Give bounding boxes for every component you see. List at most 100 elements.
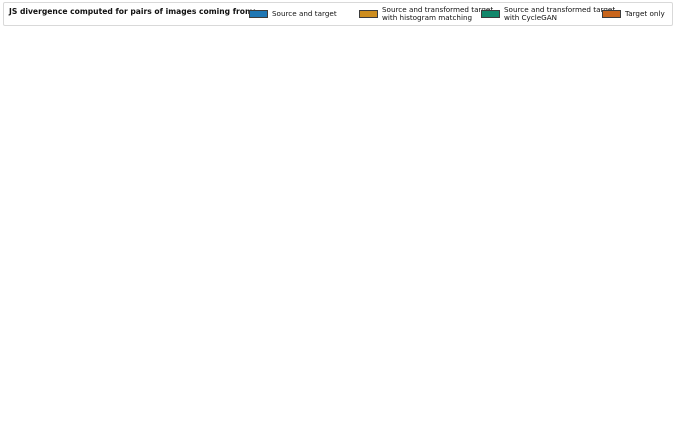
mean-marker: [263, 266, 272, 274]
mean-marker: [605, 85, 613, 93]
box-flair-0: [192, 40, 224, 90]
outlier-point: [607, 318, 612, 324]
outlier-point: [117, 111, 122, 116]
outlier-point: [57, 107, 62, 112]
legend-item-target-only: Target only: [602, 5, 675, 23]
mean-marker: [385, 335, 394, 343]
outlier-point: [575, 218, 580, 223]
box-iqr: [222, 357, 254, 373]
mean-marker: [115, 135, 123, 144]
outlier-point: [146, 116, 151, 121]
legend-label: Source and transformed target with histo…: [382, 5, 494, 22]
box-iqr: [404, 344, 438, 362]
box-iqr: [467, 140, 500, 150]
box-t1-0: [44, 107, 76, 153]
mean-marker: [115, 348, 123, 356]
outlier-point: [87, 207, 92, 213]
outlier-point: [638, 380, 643, 385]
panel-title: Source: Singapore - Target: Utrecht: [434, 31, 596, 42]
y-tick-label: 0.3: [16, 80, 27, 89]
box-flair-1: [561, 328, 594, 381]
outlier-point: [387, 203, 392, 208]
box-t1-3: [467, 358, 500, 406]
mean-marker: [542, 209, 551, 217]
box-flair-3: [281, 375, 313, 406]
outlier-point: [295, 380, 300, 385]
box-iqr: [624, 271, 657, 278]
box-iqr: [561, 239, 594, 251]
box-iqr: [103, 133, 135, 147]
y-tick-label: 0.3: [344, 212, 355, 221]
outlier-point: [450, 231, 455, 236]
plot-frame: [357, 297, 673, 409]
mean-marker: [56, 134, 64, 142]
outlier-point: [607, 324, 612, 329]
outlier-point: [387, 275, 392, 280]
mean-marker: [234, 97, 242, 105]
box-t1-1: [74, 108, 105, 153]
mean-marker: [293, 395, 301, 403]
box-t1-1: [74, 317, 105, 387]
mean-marker: [574, 241, 582, 249]
outlier-point: [638, 377, 643, 382]
mean-marker: [263, 74, 272, 83]
plot-frame: [357, 171, 673, 283]
box-flair-3: [624, 75, 657, 154]
box-t1-1: [404, 224, 438, 268]
outlier-point: [544, 43, 549, 48]
box-t1-2: [436, 111, 469, 154]
mean-marker: [234, 362, 242, 370]
outlier-point: [450, 235, 455, 240]
mean-marker: [385, 134, 394, 142]
outlier-point: [87, 195, 92, 200]
mean-marker: [417, 246, 425, 254]
outlier-point: [638, 258, 643, 263]
legend-title: JS divergence computed for pairs of imag…: [9, 7, 256, 16]
panel-2: 0.0 0.1 0.2 0.3 0.4 0.5 Source: Amsterdam - Ta…: [2, 160, 328, 284]
box-flair-2: [252, 45, 283, 99]
panel-title: Source: Utrecht - Target: Amsterdam: [431, 160, 600, 171]
y-tick-label: 0.5: [16, 170, 27, 179]
box-flair-1: [222, 222, 254, 270]
box-iqr: [192, 362, 224, 385]
outlier-point: [638, 385, 643, 390]
mean-marker: [605, 256, 613, 264]
outlier-point: [418, 109, 423, 114]
box-t1-0: [44, 309, 76, 390]
y-tick-label: 0.5: [344, 170, 355, 179]
mean-marker: [448, 367, 456, 375]
box-flair-1: [222, 337, 254, 386]
box-t1-2: [436, 340, 469, 401]
outlier-point: [295, 120, 300, 126]
y-tick-label: 0.2: [344, 103, 355, 112]
panel-4: 0.0 0.1 0.2 0.3 0.4 Source: Amsterdam - Targe…: [2, 286, 328, 421]
box-iqr: [373, 131, 406, 146]
panel-3: 0.0 0.1 0.2 0.3 0.4 0.5 Source: Utrecht - Targ…: [344, 160, 673, 284]
outlier-point: [235, 222, 240, 227]
box-t1-1: [404, 321, 438, 395]
outlier-point: [146, 114, 151, 119]
box-iqr: [74, 339, 105, 357]
outlier-point: [450, 114, 455, 119]
box-iqr: [561, 346, 594, 363]
mean-marker: [417, 349, 425, 357]
outlier-point: [387, 270, 392, 275]
outlier-point: [607, 56, 612, 62]
box-iqr: [530, 203, 563, 223]
outlier-point: [481, 231, 486, 236]
outlier-point: [638, 260, 643, 266]
legend-swatch: [249, 10, 268, 18]
outlier-point: [295, 132, 300, 137]
y-tick-label: 0.1: [16, 375, 27, 384]
mean-marker: [56, 233, 64, 242]
outlier-point: [638, 75, 643, 80]
legend-label: Source and transformed target with Cycle…: [504, 5, 616, 22]
outlier-point: [265, 45, 270, 50]
y-tick-label: 0.3: [16, 212, 27, 221]
outlier-point: [450, 116, 455, 121]
outlier-point: [387, 385, 392, 390]
box-flair-0: [192, 339, 224, 406]
box-t1-0: [373, 203, 406, 280]
outlier-point: [387, 377, 392, 382]
